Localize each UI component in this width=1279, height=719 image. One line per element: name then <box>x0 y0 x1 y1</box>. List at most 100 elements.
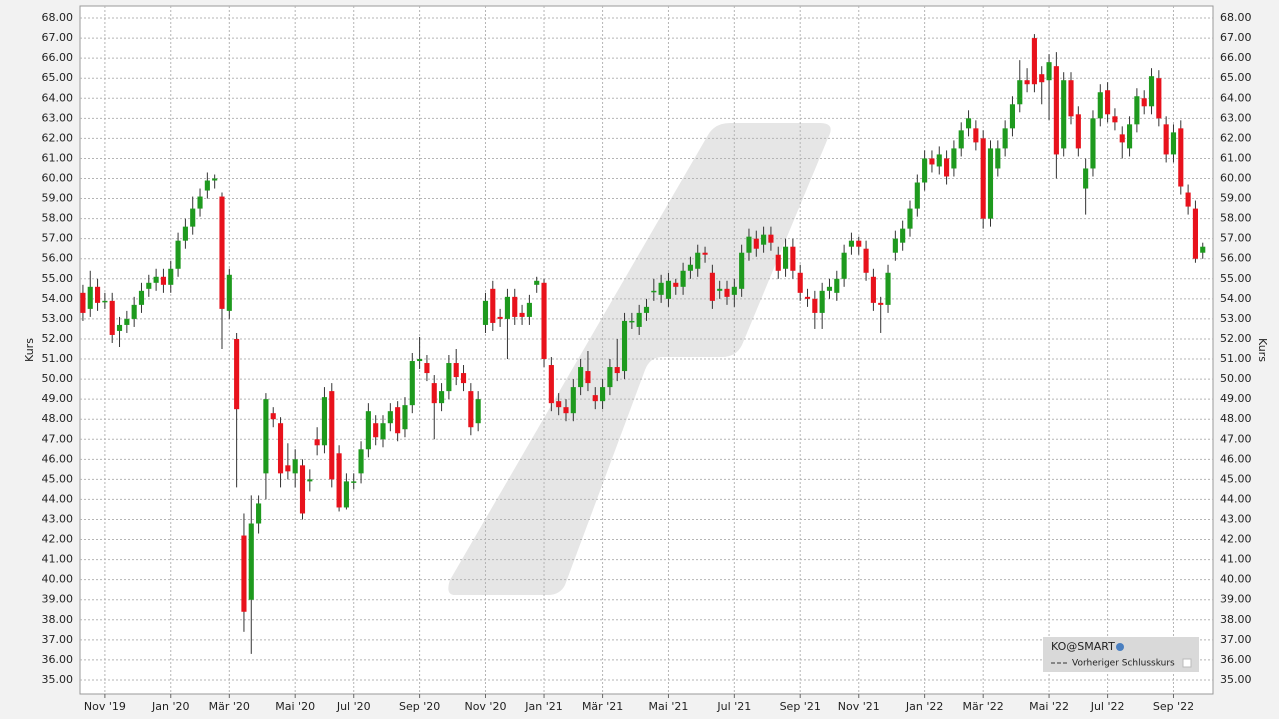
y-tick-label: 57.00 <box>42 232 74 245</box>
candle-body <box>446 363 452 392</box>
candle-body <box>175 240 181 269</box>
candle-body <box>614 367 620 374</box>
candle-body <box>819 290 825 313</box>
y2-tick-label: 68.00 <box>1220 11 1252 24</box>
x-tick-label: Sep '20 <box>399 700 440 713</box>
candle-body <box>131 304 137 319</box>
legend-reference: Vorheriger Schlusskurs <box>1072 659 1175 669</box>
candle-body <box>878 302 884 305</box>
candle-body <box>1075 114 1081 149</box>
candle-body <box>395 407 401 434</box>
x-tick-label: Nov '19 <box>84 700 126 713</box>
candle-body <box>958 130 964 149</box>
y-tick-label: 50.00 <box>42 372 74 385</box>
candle-body <box>292 459 298 474</box>
candle-body <box>907 208 913 229</box>
candle-body <box>965 118 972 129</box>
y-tick-label: 41.00 <box>42 553 74 566</box>
candle-body <box>299 465 306 514</box>
y2-tick-label: 43.00 <box>1220 512 1252 525</box>
candle-body <box>1031 38 1037 85</box>
x-tick-label: Jul '21 <box>716 700 751 713</box>
candle-body <box>1148 76 1155 107</box>
candle-body <box>270 413 276 420</box>
candle-body <box>424 363 430 374</box>
candle-body <box>951 148 957 169</box>
x-tick-label: Nov '20 <box>464 700 506 713</box>
candle-body <box>1200 246 1206 253</box>
candle-body <box>936 154 942 167</box>
candle-body <box>526 302 532 317</box>
candle-body <box>1068 80 1074 117</box>
y-tick-label: 36.00 <box>42 653 74 666</box>
candle-body <box>724 288 730 297</box>
legend-instrument: KO@SMART <box>1051 640 1115 653</box>
candle-body <box>578 367 584 388</box>
y2-tick-label: 51.00 <box>1220 352 1252 365</box>
y-tick-label: 40.00 <box>42 573 74 586</box>
candle-body <box>241 535 247 612</box>
y-tick-label: 60.00 <box>42 172 74 185</box>
y2-tick-label: 63.00 <box>1220 111 1252 124</box>
y-tick-label: 65.00 <box>42 71 74 84</box>
candle-body <box>1185 192 1191 207</box>
y-tick-label: 58.00 <box>42 212 74 225</box>
candle-body <box>256 503 262 524</box>
candle-body <box>226 274 232 311</box>
candle-body <box>402 405 408 430</box>
candle-body <box>643 306 650 313</box>
y-axis-title: Kurs <box>23 338 36 362</box>
candle-body <box>995 148 1001 169</box>
candle-body <box>922 158 928 183</box>
y-tick-label: 54.00 <box>42 292 74 305</box>
candle-body <box>600 387 606 402</box>
candle-body <box>629 320 635 323</box>
candle-body <box>497 316 503 319</box>
grid <box>80 6 1213 694</box>
x-tick-label: Sep '22 <box>1153 700 1194 713</box>
y2-tick-label: 45.00 <box>1220 472 1252 485</box>
candle-body <box>1127 124 1133 149</box>
candle-body <box>768 234 774 243</box>
candle-body <box>658 282 664 295</box>
legend-checkbox[interactable] <box>1182 658 1192 668</box>
candle-body <box>570 387 576 414</box>
candle-body <box>307 479 313 482</box>
candles <box>80 34 1206 654</box>
y-tick-label: 45.00 <box>42 472 74 485</box>
candle-body <box>717 288 723 291</box>
candle-body <box>380 423 386 440</box>
candle-body <box>95 286 101 303</box>
candle-body <box>804 296 811 299</box>
y-tick-label: 56.00 <box>42 252 74 265</box>
x-tick-label: Mai '22 <box>1029 700 1069 713</box>
candle-body <box>168 268 174 285</box>
candle-body <box>900 228 906 243</box>
candle-body <box>1134 96 1140 125</box>
candle-body <box>109 300 115 335</box>
candle-body <box>248 523 254 600</box>
candle-body <box>1039 74 1045 83</box>
x-tick-label: Jan '20 <box>151 700 189 713</box>
candle-body <box>1112 116 1118 123</box>
candle-body <box>1105 90 1111 115</box>
candle-body <box>417 359 423 362</box>
legend: KO@SMART Vorheriger Schlusskurs <box>1043 637 1199 672</box>
candle-body <box>343 481 349 508</box>
candle-body <box>1053 66 1059 155</box>
candle-body <box>973 128 979 143</box>
candle-body <box>87 286 93 309</box>
candle-body <box>753 238 759 249</box>
y2-tick-label: 35.00 <box>1220 673 1252 686</box>
candle-body <box>409 361 415 406</box>
candle-body <box>695 252 701 269</box>
candle-body <box>1156 78 1162 119</box>
y2-tick-label: 62.00 <box>1220 131 1252 144</box>
legend-box <box>1043 637 1199 672</box>
candle-body <box>885 272 891 305</box>
candle-body <box>475 399 481 424</box>
candle-body <box>746 236 752 253</box>
x-tick-label: Jan '21 <box>524 700 562 713</box>
candle-body <box>665 280 672 299</box>
